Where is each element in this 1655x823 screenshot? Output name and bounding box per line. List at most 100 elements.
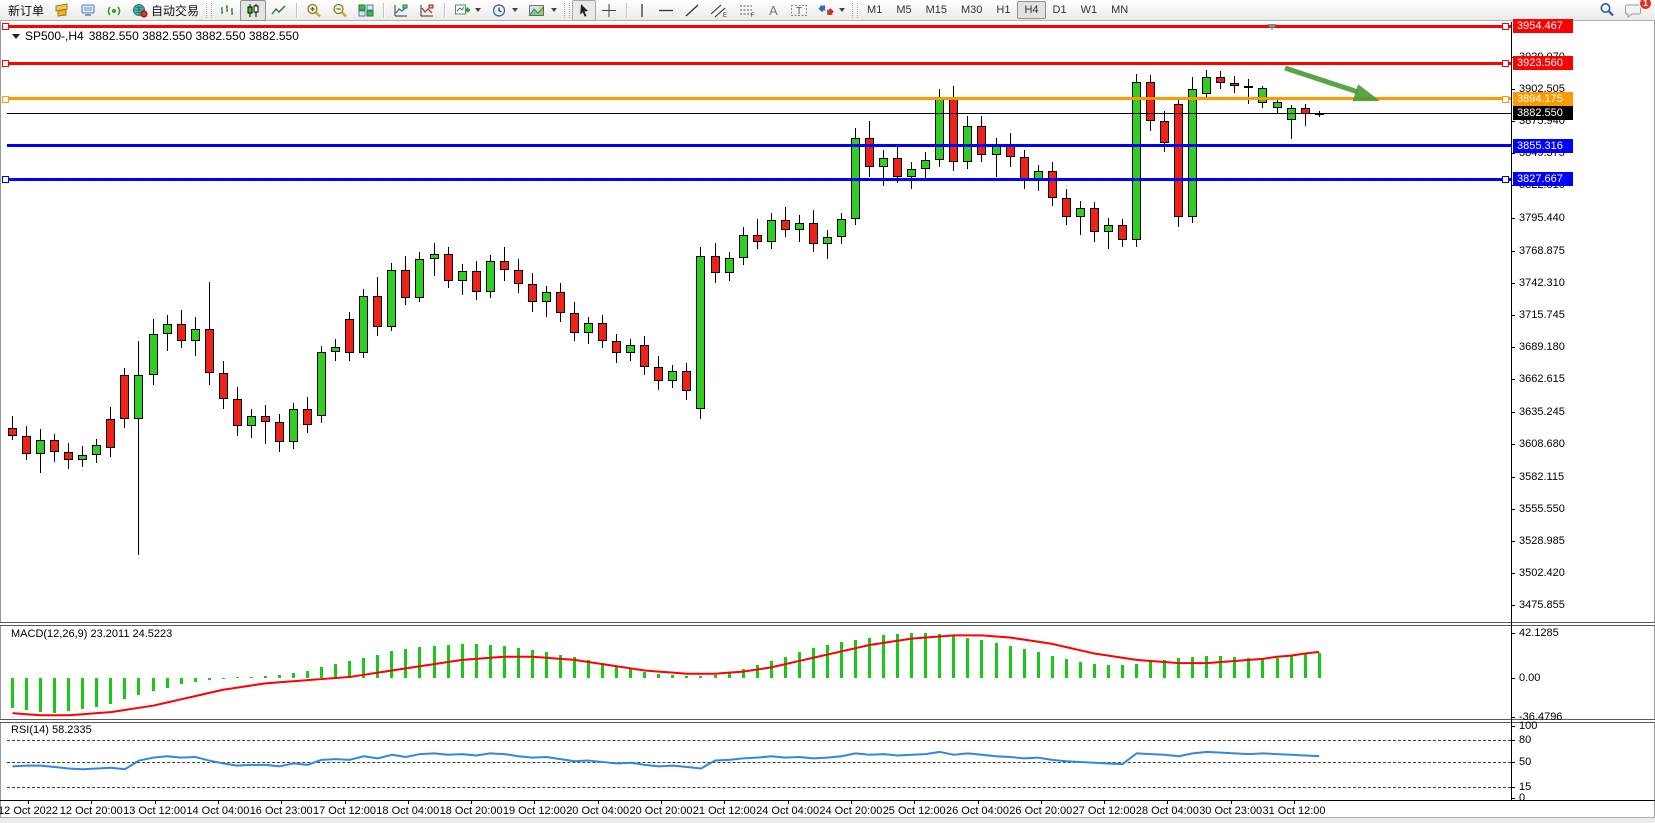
line-handle[interactable] <box>2 23 9 30</box>
time-label: 27 Oct 12:00 <box>1072 805 1136 817</box>
macd-histogram-bar <box>277 674 281 678</box>
hline-3954.467[interactable] <box>7 24 1511 28</box>
timeframe-button-m30[interactable]: M30 <box>961 4 983 16</box>
template-button[interactable] <box>523 0 562 21</box>
macd-histogram-bar <box>25 678 29 710</box>
hline-3923.560[interactable] <box>7 61 1511 65</box>
macd-histogram-bar <box>320 667 324 678</box>
line-chart-button[interactable] <box>266 0 292 21</box>
tile-windows-button[interactable] <box>353 0 379 21</box>
chart-shift-marker-icon[interactable] <box>1267 24 1277 30</box>
chart-dropdown-icon[interactable] <box>12 33 20 39</box>
candle-body <box>429 254 439 259</box>
line-handle[interactable] <box>1502 60 1509 68</box>
candle-body <box>527 284 537 303</box>
candle-body <box>598 323 608 342</box>
line-handle[interactable] <box>1502 95 1509 103</box>
autotrading-button[interactable]: 自动交易 <box>127 0 204 21</box>
new-order-icon[interactable] <box>49 0 75 21</box>
crosshair-tool-button[interactable] <box>596 0 622 21</box>
new-chart-button[interactable] <box>449 0 486 21</box>
candle-body <box>1314 113 1324 116</box>
price-tick-label: 3662.615 <box>1519 373 1565 386</box>
dropdown-arrow-icon <box>512 8 519 12</box>
macd-histogram-bar <box>1275 657 1279 678</box>
bar-chart-button[interactable] <box>214 0 240 21</box>
price-tickmark <box>1511 88 1515 90</box>
search-button[interactable] <box>1594 0 1620 21</box>
time-label: 31 Oct 12:00 <box>1262 805 1326 817</box>
profile-chart-button[interactable] <box>388 0 414 21</box>
line-handle[interactable] <box>2 176 9 184</box>
arrows-tool-button[interactable] <box>813 0 850 21</box>
hline-3894.175[interactable] <box>7 97 1511 101</box>
rsi-panel-splitter[interactable] <box>0 719 1655 723</box>
timeframe-button-m15[interactable]: M15 <box>925 4 947 16</box>
rsi-tickmark <box>1511 798 1515 799</box>
dropdown-arrow-icon <box>551 8 558 12</box>
rsi-value: 58.2335 <box>51 724 92 736</box>
cursor-tool-button[interactable] <box>572 0 597 21</box>
line-handle[interactable] <box>2 95 9 103</box>
symbol-period-label: SP500-,H4 <box>25 29 84 43</box>
line-handle[interactable] <box>2 60 9 68</box>
rsi-tickmark <box>1511 762 1515 763</box>
timeframe-button-d1[interactable]: D1 <box>1052 4 1067 16</box>
candle-body <box>626 344 636 354</box>
macd-tick-label: -36.4796 <box>1519 710 1563 723</box>
text-tool-button[interactable]: A <box>761 0 785 21</box>
zoom-out-button[interactable] <box>327 0 353 21</box>
macd-histogram-bar <box>544 652 548 678</box>
candle-body <box>1188 89 1198 217</box>
timeframe-button-h4[interactable]: H4 <box>1017 1 1046 19</box>
time-tickmark <box>977 800 979 804</box>
timeframe-button-mn[interactable]: MN <box>1111 4 1129 16</box>
time-tickmark <box>1230 800 1232 804</box>
candle-body <box>471 270 481 292</box>
hline-3855.316[interactable] <box>7 144 1511 148</box>
macd-histogram-bar <box>629 669 633 678</box>
vertical-line-tool-button[interactable] <box>631 0 653 21</box>
candle-body <box>218 372 228 400</box>
chat-button[interactable]: 1 <box>1620 0 1652 21</box>
fibonacci-tool-button[interactable]: F <box>733 0 761 21</box>
candle-body <box>345 319 355 354</box>
price-tickmark <box>1511 379 1515 381</box>
rsi-tickmark <box>1511 726 1515 727</box>
candle-body <box>822 237 832 245</box>
time-tickmark <box>534 800 536 804</box>
toolbar-grip <box>206 2 213 18</box>
timeframe-button-w1[interactable]: W1 <box>1080 4 1098 16</box>
candle-body <box>1244 85 1254 88</box>
zoom-in-button[interactable] <box>301 0 327 21</box>
line-handle[interactable] <box>1502 23 1509 30</box>
timeframe-button-m5[interactable]: M5 <box>896 4 912 16</box>
profile-chart-button-2[interactable] <box>414 0 440 21</box>
channel-tool-button[interactable]: E <box>705 0 733 21</box>
hline-3882.550[interactable] <box>7 112 1511 114</box>
zoom-out-icon <box>333 3 347 17</box>
trendline-tool-button[interactable] <box>679 0 705 21</box>
text-label-tool-button[interactable]: T <box>785 0 813 21</box>
period-button[interactable] <box>486 0 523 21</box>
candle-body <box>907 169 917 177</box>
new-order-button[interactable]: 新订单 <box>3 0 49 21</box>
time-label: 12 Oct 20:00 <box>59 805 123 817</box>
candlestick-chart-button[interactable] <box>240 0 267 21</box>
timeframe-button-h1[interactable]: H1 <box>996 4 1011 16</box>
signals-button[interactable] <box>101 0 127 21</box>
timeframe-button-m1[interactable]: M1 <box>867 4 883 16</box>
market-watch-button[interactable] <box>75 0 101 21</box>
macd-panel-splitter[interactable] <box>0 622 1655 626</box>
macd-histogram-bar <box>151 678 155 691</box>
time-tickmark <box>787 800 789 804</box>
macd-histogram-bar <box>699 675 703 678</box>
line-handle[interactable] <box>1502 176 1509 184</box>
candle-body <box>780 220 790 230</box>
svg-text:T: T <box>796 6 802 17</box>
horizontal-line-tool-button[interactable] <box>653 0 679 21</box>
hline-3827.667[interactable] <box>7 177 1511 181</box>
time-tickmark <box>724 800 726 804</box>
macd-histogram-bar <box>67 678 71 711</box>
